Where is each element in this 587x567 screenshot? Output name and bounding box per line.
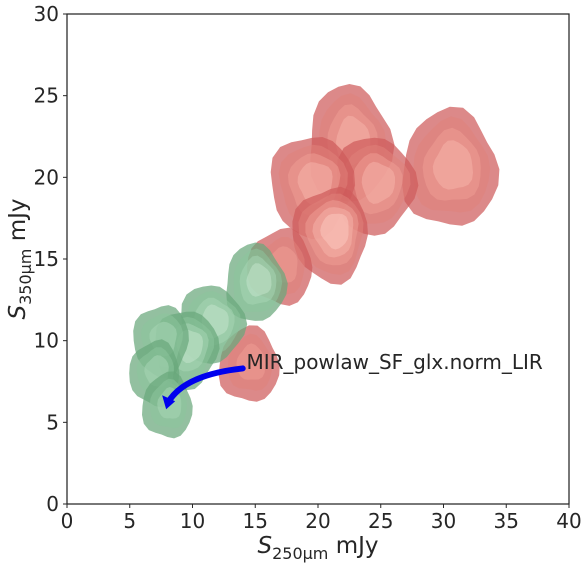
x-tick-label: 0 bbox=[61, 509, 74, 533]
y-axis-label-symbol: S bbox=[5, 305, 31, 320]
y-axis-label: S350µm mJy bbox=[5, 198, 35, 319]
y-axis-label-subscript: 350µm bbox=[16, 249, 35, 305]
y-tick-label: 30 bbox=[34, 2, 59, 26]
contour-blobs bbox=[129, 84, 500, 439]
annotation-label: MIR_powlaw_SF_glx.norm_LIR bbox=[246, 350, 542, 374]
x-tick-label: 20 bbox=[305, 509, 330, 533]
contour-blob-red bbox=[292, 186, 368, 285]
y-tick-label: 15 bbox=[34, 247, 59, 271]
x-tick-label: 10 bbox=[180, 509, 205, 533]
contour-level bbox=[320, 213, 349, 250]
contour-blob-red bbox=[402, 106, 500, 226]
y-tick-label: 10 bbox=[34, 329, 59, 353]
x-tick-label: 25 bbox=[368, 509, 393, 533]
contour-blob-green bbox=[226, 242, 288, 321]
y-tick-label: 0 bbox=[46, 492, 59, 516]
contour-level bbox=[246, 263, 272, 297]
track-arrow-layer bbox=[162, 365, 246, 410]
y-tick-label: 20 bbox=[34, 165, 59, 189]
track-arrow-shaft bbox=[167, 365, 246, 403]
x-tick-label: 5 bbox=[123, 509, 136, 533]
y-axis-label-unit: mJy bbox=[5, 198, 31, 248]
contour-level bbox=[361, 161, 395, 204]
y-tick-label: 25 bbox=[34, 84, 59, 108]
x-tick-label: 40 bbox=[556, 509, 581, 533]
contour-level bbox=[432, 140, 473, 190]
x-axis-label-symbol: S bbox=[257, 533, 272, 559]
x-tick-label: 30 bbox=[431, 509, 456, 533]
x-tick-label: 35 bbox=[494, 509, 519, 533]
y-axis-ticks: 0 5 10 15 20 25 30 bbox=[34, 2, 67, 516]
x-axis-label-subscript: 250µm bbox=[272, 544, 328, 563]
x-axis-label: S250µm mJy bbox=[257, 533, 378, 563]
x-tick-label: 15 bbox=[243, 509, 268, 533]
track-arrow-head bbox=[162, 395, 176, 410]
y-tick-label: 5 bbox=[46, 410, 59, 434]
x-axis-label-unit: mJy bbox=[328, 533, 378, 559]
x-axis-ticks: 0 5 10 15 20 25 30 35 40 bbox=[61, 504, 582, 533]
